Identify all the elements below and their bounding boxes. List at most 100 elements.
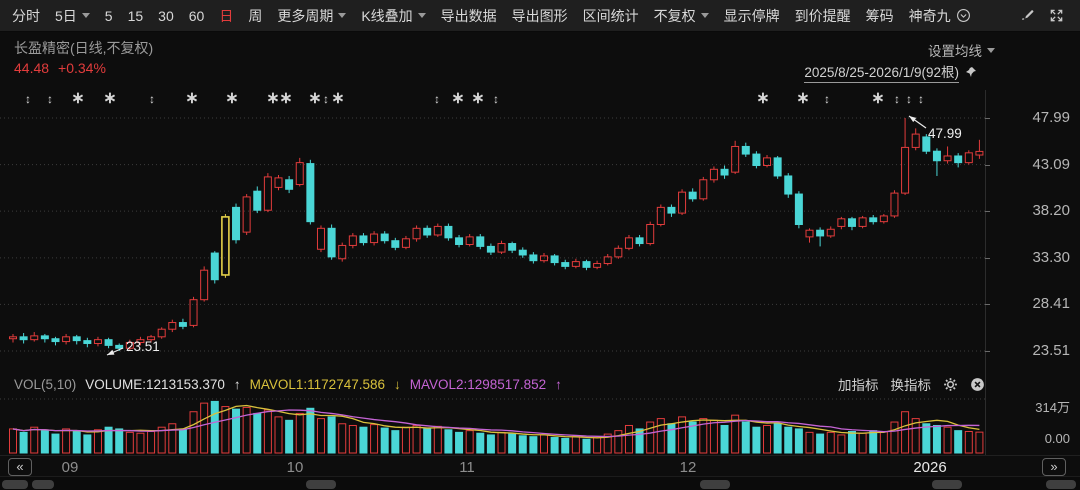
toolbar-item[interactable]: 区间统计 — [582, 7, 639, 24]
toolbar-item[interactable]: 显示停牌 — [723, 7, 780, 24]
updown-arrow-marker-icon[interactable]: ↕ — [894, 92, 900, 106]
toolbar-item[interactable]: 神奇九 — [909, 6, 971, 26]
price-axis-label: 43.09 — [1032, 155, 1070, 173]
ma-settings-button[interactable]: 设置均线 — [928, 40, 995, 60]
indicator-actions: 加指标 换指标 — [838, 374, 985, 394]
date-range-row[interactable]: 2025/8/25-2026/1/9(92根) — [804, 61, 977, 83]
pin-icon[interactable] — [965, 66, 977, 78]
scrollbar-segment — [700, 480, 730, 489]
updown-arrow-marker-icon[interactable]: ↕ — [906, 92, 912, 106]
volume-chart[interactable] — [0, 396, 985, 456]
toolbar-item[interactable]: 不复权 — [654, 6, 709, 26]
star-marker-icon[interactable]: ∗ — [103, 90, 117, 107]
price-axis-label: 47.99 — [1032, 109, 1070, 126]
star-marker-icon[interactable]: ∗ — [471, 90, 485, 107]
time-axis-label: 09 — [61, 459, 79, 476]
star-marker-icon[interactable]: ∗ — [225, 90, 239, 107]
updown-arrow-marker-icon[interactable]: ↕ — [47, 92, 53, 106]
price-axis-label: 38.20 — [1032, 202, 1070, 220]
top-toolbar: 分时 5日 5 15 30 60 日周更多周期 K线叠加 导出数据 导出图形 区间统计 不复权 显示停牌… — [0, 0, 1080, 32]
mavol2-up-arrow-icon: ↑ — [555, 376, 562, 392]
star-marker-icon[interactable]: ∗ — [756, 90, 770, 107]
time-axis-label: 2026 — [913, 459, 947, 476]
star-marker-icon[interactable]: ∗ — [871, 90, 885, 107]
scroll-left-button[interactable]: « — [8, 458, 32, 476]
star-marker-icon[interactable]: ∗ — [279, 90, 293, 107]
time-axis-label: 10 — [286, 459, 304, 476]
last-price: 44.48 — [14, 60, 50, 76]
circled-chevron-down-icon[interactable] — [956, 8, 971, 23]
star-marker-icon[interactable]: ∗ — [185, 90, 199, 107]
price-axis-label: 28.41 — [1032, 295, 1070, 313]
chevron-down-icon — [417, 13, 426, 18]
toolbar-items: 分时 5日 5 15 30 60 日周更多周期 K线叠加 导出数据 导出图形 区间统计 不复权 显示停牌… — [12, 6, 971, 26]
axis-tick — [985, 211, 990, 213]
toolbar-item[interactable]: K线叠加 — [361, 6, 426, 26]
scrollbar-segment — [32, 480, 54, 489]
updown-arrow-marker-icon[interactable]: ↕ — [323, 92, 329, 106]
axis-tick — [985, 118, 990, 119]
toolbar-item[interactable]: 15 — [127, 7, 144, 24]
close-indicator-icon[interactable] — [970, 377, 985, 392]
toolbar-item[interactable]: 导出数据 — [440, 7, 497, 24]
price-axis-label: 33.30 — [1032, 248, 1070, 266]
toolbar-item[interactable]: 周 — [248, 7, 263, 24]
quote-row: 44.48 +0.34% — [14, 60, 106, 76]
svg-text:47.99: 47.99 — [928, 126, 962, 141]
star-marker-icon[interactable]: ∗ — [451, 90, 465, 107]
scrollbar-segment — [2, 480, 28, 489]
brush-draw-icon[interactable] — [1020, 8, 1035, 23]
toolbar-item[interactable]: 60 — [188, 7, 205, 24]
toolbar-item[interactable]: 导出图形 — [511, 7, 568, 24]
price-axis-label: 23.51 — [1032, 342, 1070, 359]
toolbar-item[interactable]: 30 — [158, 7, 174, 24]
updown-arrow-marker-icon[interactable]: ↕ — [824, 92, 830, 106]
change-percent: +0.34% — [58, 60, 106, 76]
updown-arrow-marker-icon[interactable]: ↕ — [149, 92, 155, 106]
axis-tick — [985, 257, 990, 259]
chart-scrollbar[interactable] — [0, 476, 1080, 490]
updown-arrow-marker-icon[interactable]: ↕ — [25, 92, 31, 106]
scrollbar-segment — [932, 480, 962, 489]
time-axis-label: 12 — [679, 459, 697, 476]
chart-title: 长盈精密(日线,不复权) — [14, 40, 154, 56]
toolbar-item[interactable]: 到价提醒 — [794, 7, 851, 24]
time-axis: « » 09 10 11 12 2026 — [0, 455, 1080, 476]
toolbar-item[interactable]: 日 — [219, 7, 234, 24]
toolbar-item[interactable]: 筹码 — [865, 7, 894, 24]
add-indicator-button[interactable]: 加指标 — [838, 378, 879, 393]
price-axis: 314万 0.00 47.99 43.09 38.20 33.30 28.41 23.51 — [985, 0, 1080, 490]
toolbar-item[interactable]: 5日 — [55, 6, 90, 26]
gear-icon[interactable] — [943, 377, 958, 392]
axis-tick — [985, 351, 990, 352]
mavol1-down-arrow-icon: ↓ — [394, 376, 401, 392]
candlestick-chart[interactable]: 23.51 47.99 — [0, 107, 985, 373]
plot-right-border — [985, 90, 986, 455]
star-marker-icon[interactable]: ∗ — [308, 90, 322, 107]
chevron-down-icon — [81, 13, 90, 18]
toolbar-item[interactable]: 更多周期 — [277, 6, 347, 26]
axis-tick — [985, 164, 990, 166]
fullscreen-expand-icon[interactable] — [1049, 8, 1064, 23]
updown-arrow-marker-icon[interactable]: ↕ — [918, 92, 924, 106]
time-axis-label: 11 — [459, 459, 475, 476]
star-marker-icon[interactable]: ∗ — [71, 90, 85, 107]
toolbar-item[interactable]: 分时 — [12, 7, 40, 24]
volume-axis-max: 314万 — [1035, 400, 1070, 415]
svg-text:23.51: 23.51 — [126, 339, 160, 354]
switch-indicator-button[interactable]: 换指标 — [890, 378, 932, 393]
volume-indicator-header: VOL(5,10) VOLUME:1213153.370 ↑ MAVOL1:11… — [0, 374, 1080, 394]
star-marker-icon[interactable]: ∗ — [331, 90, 345, 107]
indicator-name[interactable]: VOL(5,10) — [14, 376, 77, 392]
updown-arrow-marker-icon[interactable]: ↕ — [493, 92, 499, 106]
toolbar-item[interactable]: 5 — [104, 7, 113, 24]
updown-arrow-marker-icon[interactable]: ↕ — [434, 92, 440, 106]
star-marker-icon[interactable]: ∗ — [266, 90, 280, 107]
date-range-link[interactable]: 2025/8/25-2026/1/9(92根) — [804, 61, 959, 83]
marker-row: ↕ ↕ ∗ ∗ ↕ ∗ ∗ ∗ ∗ ∗ ↕ ∗ ↕ ∗ ∗ ↕ ∗ ∗ ↕ ∗ ↕ ↕ ↕ — [0, 90, 985, 108]
chevron-down-icon — [700, 13, 709, 18]
scroll-right-button[interactable]: » — [1042, 458, 1066, 476]
star-marker-icon[interactable]: ∗ — [796, 90, 810, 107]
chevron-down-icon — [987, 47, 995, 53]
